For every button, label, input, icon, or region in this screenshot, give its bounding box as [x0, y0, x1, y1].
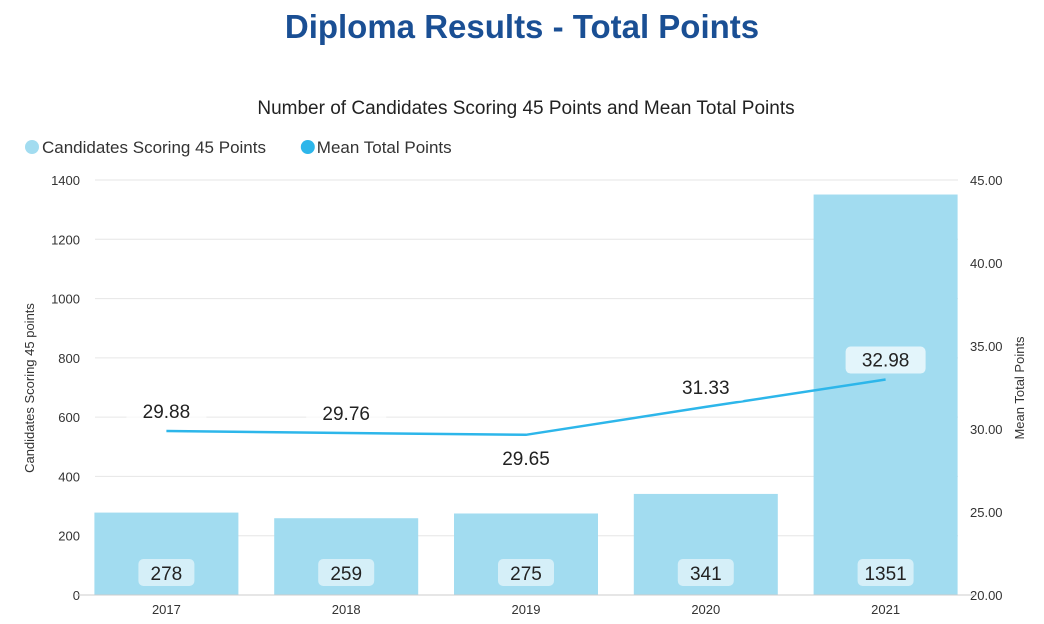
- y-tick-label: 1200: [51, 232, 80, 247]
- x-tick-label: 2021: [871, 602, 900, 617]
- bar-label-bg: [318, 559, 375, 586]
- legend-line-label: Mean Total Points: [317, 138, 452, 157]
- y-tick-label: 0: [73, 588, 80, 603]
- line-data-label: 29.76: [322, 404, 370, 425]
- y-right-tick-label: 40.00: [970, 256, 1003, 271]
- page-title: Diploma Results - Total Points: [284, 8, 760, 45]
- y-tick-label: 600: [58, 410, 80, 425]
- line-data-label: 31.33: [682, 378, 730, 399]
- line-label-bg: [845, 346, 926, 374]
- line-label-bg: [126, 397, 207, 425]
- bar-data-label: 341: [690, 564, 722, 585]
- y-right-axis-title: Mean Total Points: [1012, 336, 1027, 440]
- y-right-tick-label: 20.00: [970, 588, 1003, 603]
- legend-line-marker: [300, 140, 315, 154]
- line-label-bg: [665, 373, 746, 401]
- y-axis-title: Candidates Scoring 45 points: [22, 303, 37, 473]
- y-tick-label: 800: [58, 351, 80, 366]
- y-tick-label: 400: [58, 469, 80, 484]
- bar-data-label: 1351: [864, 564, 906, 585]
- y-tick-label: 1400: [51, 173, 80, 188]
- bar: [813, 194, 958, 595]
- bar-label-bg: [498, 559, 554, 586]
- bar-data-label: 275: [510, 564, 542, 585]
- chart-subtitle: Number of Candidates Scoring 45 Points a…: [257, 98, 794, 119]
- x-tick-label: 2020: [691, 602, 720, 617]
- x-tick-label: 2019: [512, 602, 541, 617]
- bar-label-bg: [857, 559, 914, 586]
- mean-line: [166, 378, 886, 437]
- bar-label-bg: [677, 559, 734, 586]
- bar-data-label: 259: [330, 564, 362, 585]
- line-label-bg: [306, 399, 387, 427]
- x-tick-label: 2018: [332, 602, 361, 617]
- x-tick-label: 2017: [152, 602, 181, 617]
- line-label-bg: [486, 444, 566, 472]
- legend-bar-marker: [25, 140, 39, 154]
- line-data-label: 29.88: [143, 402, 191, 423]
- y-right-tick-label: 35.00: [970, 339, 1003, 354]
- line-data-label: 29.65: [502, 449, 550, 470]
- line-data-label: 32.98: [862, 351, 910, 372]
- y-tick-label: 1000: [51, 292, 80, 307]
- y-right-tick-label: 25.00: [970, 505, 1003, 520]
- bar-data-label: 278: [151, 564, 183, 585]
- y-right-tick-label: 45.00: [970, 173, 1003, 188]
- y-right-tick-label: 30.00: [970, 422, 1003, 437]
- bar-label-bg: [138, 559, 195, 586]
- y-tick-label: 200: [58, 529, 80, 544]
- legend-bar-label: Candidates Scoring 45 Points: [42, 138, 266, 157]
